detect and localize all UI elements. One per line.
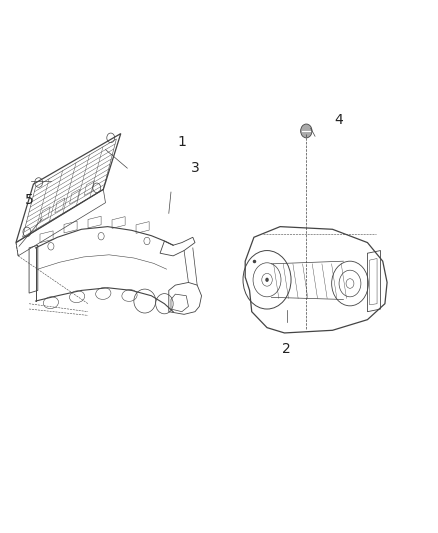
Text: 5: 5 [25,193,33,207]
Text: 4: 4 [335,114,343,127]
Circle shape [265,278,269,282]
Text: 3: 3 [191,161,199,175]
Text: 2: 2 [283,342,291,356]
Text: 1: 1 [177,134,186,149]
Circle shape [300,124,312,138]
